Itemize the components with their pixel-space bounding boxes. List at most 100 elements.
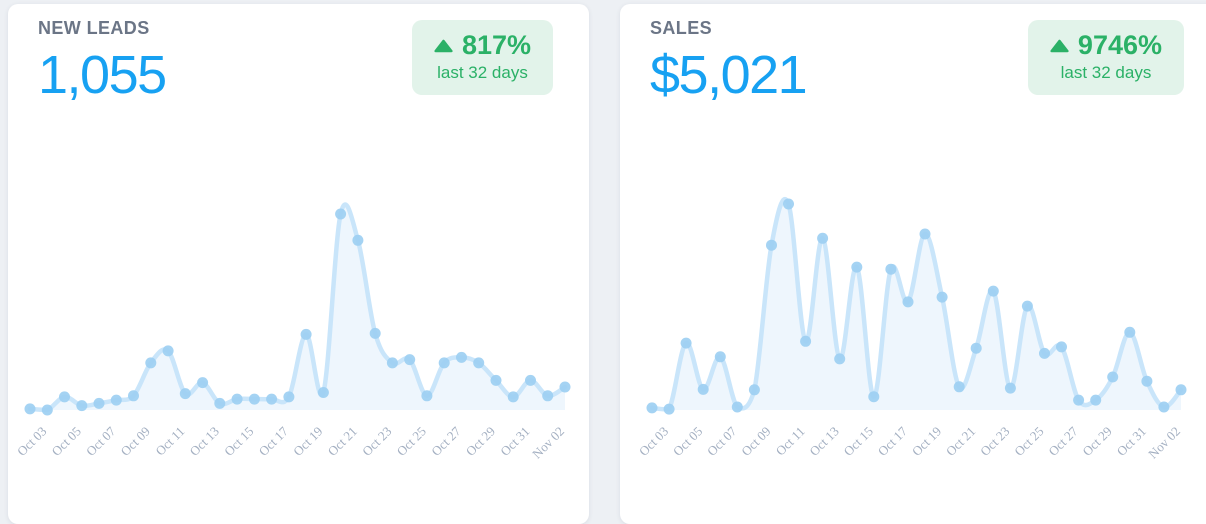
data-point[interactable] (817, 232, 829, 244)
data-point[interactable] (386, 357, 398, 369)
x-tick-label: Oct 29 (463, 424, 498, 459)
data-point[interactable] (851, 261, 863, 273)
x-tick-label: Oct 11 (773, 424, 808, 459)
data-point[interactable] (731, 401, 743, 413)
data-point[interactable] (266, 393, 278, 405)
data-point[interactable] (936, 291, 948, 303)
data-point[interactable] (987, 285, 999, 297)
x-tick-label: Oct 23 (977, 424, 1012, 459)
data-point[interactable] (885, 263, 897, 275)
x-tick-label: Oct 15 (221, 424, 256, 459)
x-tick-label: Oct 13 (806, 424, 841, 459)
x-tick-label: Oct 03 (636, 424, 671, 459)
data-point[interactable] (1124, 326, 1136, 338)
data-point[interactable] (953, 381, 965, 393)
data-point[interactable] (473, 357, 485, 369)
data-point[interactable] (145, 357, 157, 369)
data-point[interactable] (283, 391, 295, 403)
data-point[interactable] (335, 208, 347, 220)
x-tick-label: Oct 17 (256, 423, 292, 459)
x-tick-label: Oct 25 (1011, 424, 1046, 459)
data-point[interactable] (783, 198, 794, 210)
data-point[interactable] (456, 351, 467, 363)
data-point[interactable] (59, 391, 70, 403)
data-point[interactable] (1107, 371, 1119, 383)
data-point[interactable] (490, 374, 502, 386)
data-point[interactable] (1158, 401, 1170, 413)
data-point[interactable] (1039, 347, 1050, 359)
data-point[interactable] (128, 390, 139, 402)
trend-badge: 9746% last 32 days (1027, 20, 1184, 95)
data-point[interactable] (663, 403, 675, 415)
data-point[interactable] (369, 327, 381, 339)
data-point[interactable] (766, 239, 777, 251)
data-point[interactable] (248, 393, 260, 405)
x-tick-label: Oct 19 (290, 424, 325, 459)
data-point[interactable] (41, 404, 53, 416)
data-point[interactable] (834, 353, 846, 365)
data-point[interactable] (525, 374, 536, 386)
data-point[interactable] (680, 337, 692, 349)
x-tick-label: Oct 17 (875, 423, 911, 459)
data-point[interactable] (1056, 341, 1067, 353)
data-point[interactable] (919, 228, 931, 240)
x-tick-label: Oct 07 (83, 423, 119, 459)
data-point[interactable] (317, 387, 329, 398)
x-tick-label: Oct 07 (704, 423, 740, 459)
data-point[interactable] (748, 384, 760, 396)
data-point[interactable] (1141, 375, 1153, 387)
data-point[interactable] (1090, 394, 1102, 406)
data-point[interactable] (542, 390, 554, 402)
data-point[interactable] (507, 391, 519, 403)
data-point[interactable] (110, 394, 122, 406)
data-point[interactable] (300, 328, 312, 340)
data-point[interactable] (800, 335, 812, 347)
data-point[interactable] (352, 234, 364, 246)
data-point[interactable] (646, 402, 658, 414)
card-title: NEW LEADS (38, 18, 150, 38)
data-point[interactable] (559, 381, 571, 393)
data-point[interactable] (179, 388, 191, 400)
x-tick-label: Oct 15 (841, 424, 876, 459)
data-point[interactable] (214, 397, 226, 409)
chart-area-fill (30, 204, 565, 410)
trend-period: last 32 days (1060, 62, 1152, 82)
trend-row: 817% (434, 30, 531, 61)
x-tick-label: Oct 29 (1079, 424, 1114, 459)
trend-change: 9746% (1077, 30, 1162, 60)
data-point[interactable] (902, 296, 914, 308)
data-point[interactable] (868, 391, 880, 403)
data-point[interactable] (1073, 394, 1085, 406)
x-tick-label: Oct 21 (943, 424, 978, 459)
data-point[interactable] (24, 403, 36, 415)
data-point[interactable] (714, 351, 726, 363)
data-point[interactable] (1004, 382, 1016, 394)
data-point[interactable] (197, 377, 209, 389)
x-tick-label: Oct 11 (152, 424, 187, 459)
new-leads-chart[interactable]: Oct 03 Oct 05 Oct 07 Oct 09 Oct 11 Oct 13 Oct … (8, 4, 589, 520)
data-point[interactable] (231, 393, 243, 405)
data-point[interactable] (438, 357, 450, 369)
trend-badge: 817% last 32 days (411, 20, 553, 95)
data-point[interactable] (421, 390, 433, 402)
data-point[interactable] (697, 383, 709, 395)
data-point[interactable] (76, 400, 88, 412)
data-point[interactable] (1021, 300, 1033, 312)
trend-period: last 32 days (437, 62, 528, 82)
x-tick-label: Oct 27 (428, 423, 464, 459)
x-tick-label: Oct 23 (359, 424, 394, 459)
x-tick-label: Oct 09 (118, 424, 153, 459)
trend-up-icon (434, 39, 453, 53)
x-tick-label: Oct 21 (325, 424, 360, 459)
card-header: NEW LEADS 1,055 817% last 32 days (8, 4, 589, 102)
data-point[interactable] (162, 345, 174, 357)
metric-value: 1,055 (38, 45, 167, 105)
metric-value: $5,021 (650, 45, 808, 105)
data-point[interactable] (970, 342, 982, 354)
data-point[interactable] (1175, 384, 1187, 396)
data-point[interactable] (404, 354, 416, 366)
data-point[interactable] (93, 397, 105, 409)
x-tick-label: Oct 05 (49, 424, 84, 459)
